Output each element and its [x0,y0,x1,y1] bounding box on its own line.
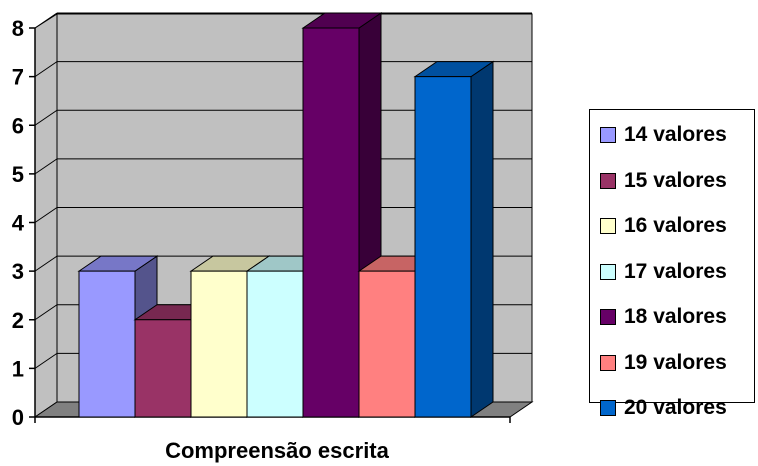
y-tick-label: 5 [12,162,24,187]
bar-front [246,270,304,418]
y-tick-label: 8 [12,16,24,41]
bar-front [134,319,192,418]
y-tick-label: 3 [12,259,24,284]
gridline [34,158,58,175]
legend-item: 18 valores [600,305,727,328]
gridline [34,352,58,369]
bar-front [190,270,248,418]
legend-swatch [600,263,616,280]
legend: 14 valores 15 valores 16 valores 17 valores… [589,109,755,419]
legend-label: 17 valores [624,259,727,283]
legend-swatch [600,400,616,416]
gridline [34,304,58,321]
legend-item: 20 valores [600,396,727,419]
legend-label: 20 valores [624,396,727,419]
legend-item: 15 valores [600,168,727,192]
bar-front [414,76,472,418]
y-tick-label: 0 [12,405,24,430]
legend-swatch [600,127,616,143]
gridline [34,109,58,126]
legend-item: 14 valores [600,123,727,146]
legend-label: 14 valores [624,123,727,146]
legend-item: 16 valores [600,214,727,237]
legend-item: 17 valores [600,259,727,283]
y-tick-label: 6 [12,113,24,138]
y-tick-label: 2 [12,308,24,333]
legend-label: 16 valores [624,214,727,237]
bar-front [78,270,136,418]
legend-swatch [600,172,616,189]
x-axis-label: Compreensão escrita [165,438,390,463]
bars [77,12,495,418]
gridline [34,255,58,272]
bar-front [358,270,416,418]
gridline [34,12,58,29]
legend-item: 19 valores [600,350,727,374]
y-tick-label: 1 [12,356,24,381]
legend-label: 15 valores [624,168,727,192]
legend-label: 18 valores [624,305,727,328]
y-axis: 0 1 2 3 4 5 6 7 8 [12,16,511,430]
y-tick-label: 4 [12,211,25,236]
gridline [34,207,58,223]
legend-swatch [600,218,616,234]
legend-swatch [600,354,616,371]
legend-label: 19 valores [624,350,727,374]
bar-side [470,60,494,418]
bar-front [302,27,360,418]
legend-swatch [600,309,616,325]
y-tick-label: 7 [12,65,24,90]
bar [413,60,495,418]
gridline [34,61,58,78]
